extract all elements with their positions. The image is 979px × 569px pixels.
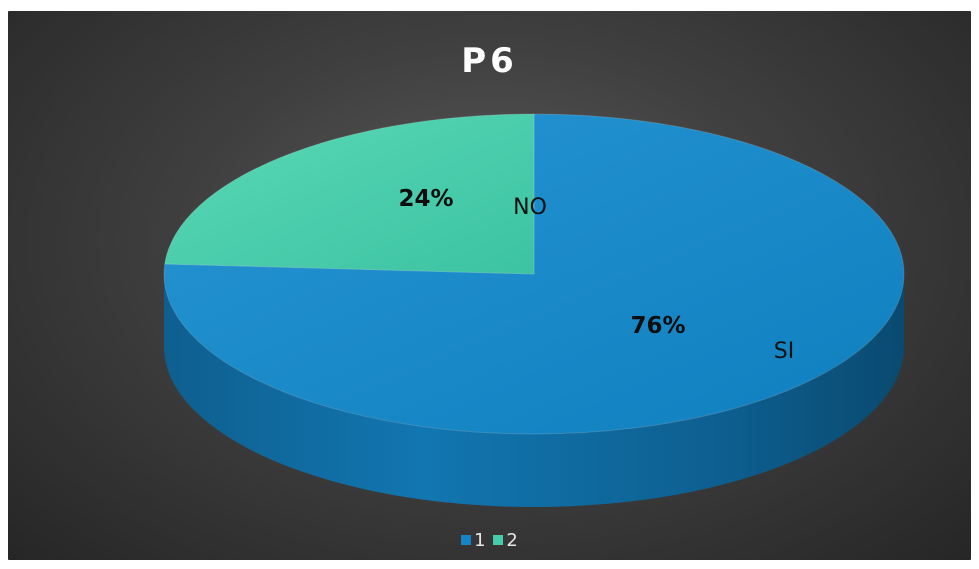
legend-label-1: 1: [474, 530, 485, 551]
chart-area: P6 76% SI 24% NO 1 2: [8, 11, 971, 560]
category-label-1: SI: [774, 339, 794, 364]
legend-item-1: 1: [461, 530, 485, 551]
legend-item-2: 2: [493, 530, 517, 551]
category-label-2: NO: [513, 195, 547, 220]
legend-label-2: 2: [506, 530, 517, 551]
data-label-2: 24%: [398, 186, 453, 212]
pie-chart: 76% SI 24% NO: [8, 11, 971, 560]
legend-swatch-2: [493, 535, 503, 545]
legend: 1 2: [8, 529, 971, 551]
data-label-1: 76%: [630, 313, 685, 339]
legend-swatch-1: [461, 535, 471, 545]
pie-slice-2: [165, 114, 534, 274]
